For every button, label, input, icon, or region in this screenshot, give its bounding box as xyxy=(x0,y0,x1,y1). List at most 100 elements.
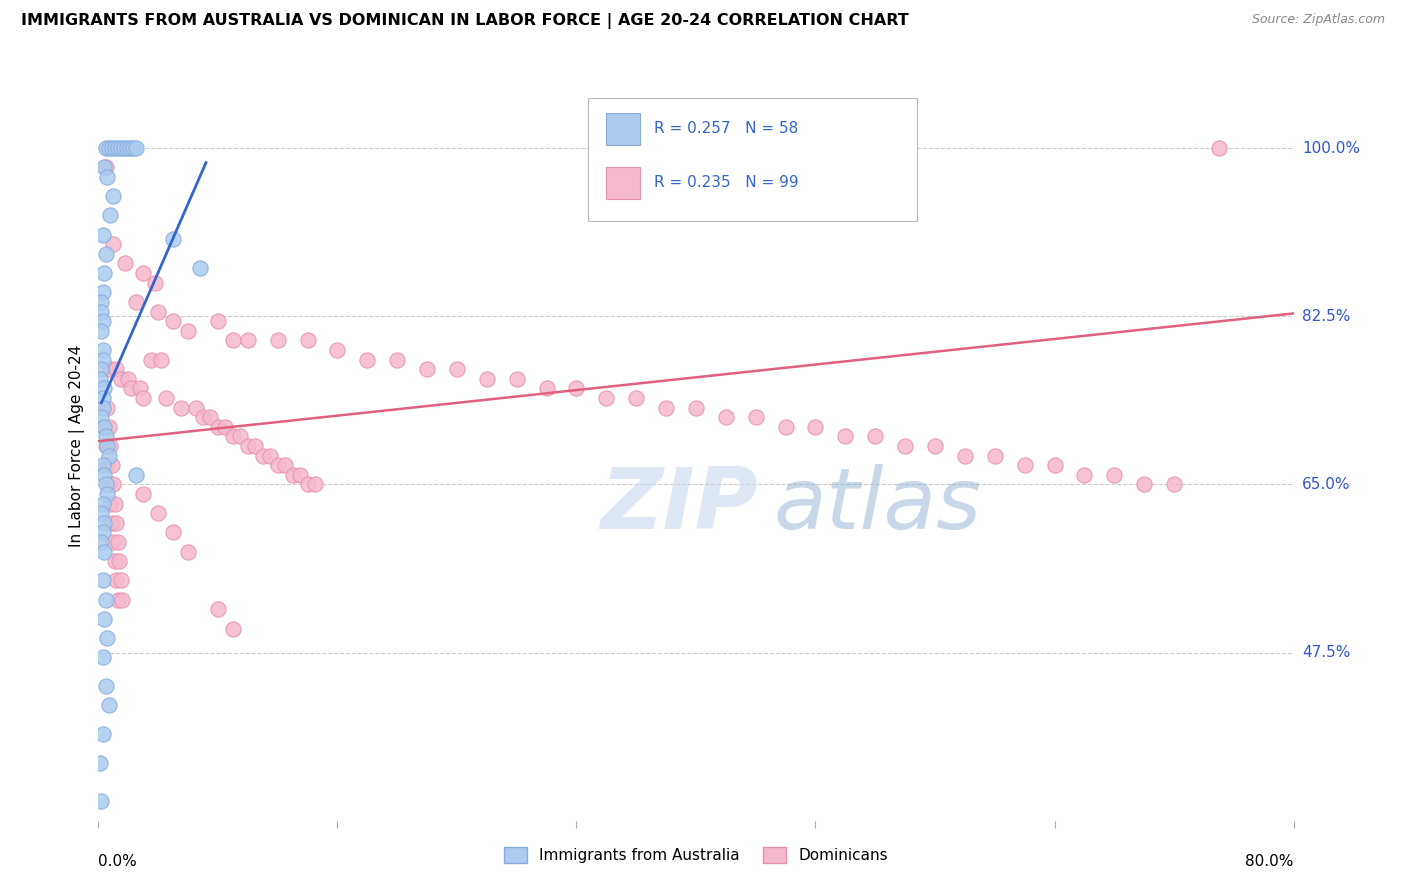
Point xyxy=(685,401,707,415)
Point xyxy=(229,429,252,443)
Point xyxy=(155,391,177,405)
Point xyxy=(103,189,125,203)
Point xyxy=(97,419,120,434)
Point xyxy=(94,592,117,607)
Point xyxy=(267,458,290,473)
Point xyxy=(148,506,170,520)
Point xyxy=(94,247,117,261)
Point xyxy=(90,294,112,309)
Point xyxy=(89,756,111,770)
Point xyxy=(236,439,259,453)
Point xyxy=(304,477,326,491)
Point xyxy=(236,334,259,348)
Point xyxy=(150,352,173,367)
Text: R = 0.235   N = 99: R = 0.235 N = 99 xyxy=(654,175,799,190)
Point xyxy=(125,467,148,482)
Point xyxy=(101,458,124,473)
Point xyxy=(953,449,976,463)
Point xyxy=(91,401,114,415)
Point xyxy=(188,261,211,276)
Point xyxy=(595,391,617,405)
Point xyxy=(288,467,311,482)
Point xyxy=(112,141,135,155)
Point xyxy=(93,419,115,434)
Point xyxy=(655,401,678,415)
Point xyxy=(96,487,118,501)
Point xyxy=(94,141,117,155)
Point xyxy=(90,506,112,520)
Point xyxy=(91,343,114,357)
Point xyxy=(91,227,114,242)
Point xyxy=(94,439,117,453)
Y-axis label: In Labor Force | Age 20-24: In Labor Force | Age 20-24 xyxy=(69,345,84,547)
Point xyxy=(90,794,112,808)
Point xyxy=(125,141,148,155)
Text: 65.0%: 65.0% xyxy=(1302,477,1350,491)
Point xyxy=(110,372,132,386)
Point xyxy=(1014,458,1036,473)
Point xyxy=(93,544,115,558)
Text: 82.5%: 82.5% xyxy=(1302,309,1350,324)
Point xyxy=(132,266,155,280)
Point xyxy=(91,458,114,473)
Point xyxy=(446,362,468,376)
Point xyxy=(96,401,118,415)
Point xyxy=(714,410,737,425)
Point xyxy=(103,237,125,252)
Point xyxy=(98,209,122,223)
Point xyxy=(108,554,131,568)
Point xyxy=(207,314,229,328)
Point xyxy=(281,467,304,482)
Point xyxy=(90,304,112,318)
Point xyxy=(177,324,200,338)
Point xyxy=(94,429,117,443)
Point xyxy=(96,169,118,184)
Text: ZIP: ZIP xyxy=(600,465,758,548)
Point xyxy=(118,141,141,155)
Point xyxy=(93,612,115,626)
Point xyxy=(91,391,114,405)
Point xyxy=(91,497,114,511)
Point xyxy=(91,352,114,367)
Point xyxy=(98,497,122,511)
Point xyxy=(252,449,274,463)
Text: atlas: atlas xyxy=(773,465,981,548)
Point xyxy=(132,487,155,501)
Point xyxy=(416,362,439,376)
Point xyxy=(775,419,797,434)
Point xyxy=(129,381,152,395)
Point xyxy=(536,381,558,395)
FancyBboxPatch shape xyxy=(606,113,640,145)
Point xyxy=(105,574,128,588)
Point xyxy=(93,516,115,530)
Point xyxy=(297,477,319,491)
Point xyxy=(125,294,148,309)
Point xyxy=(93,419,115,434)
Point xyxy=(1208,141,1230,155)
Point xyxy=(104,141,127,155)
Point xyxy=(94,679,117,693)
Point xyxy=(105,362,128,376)
Point xyxy=(91,574,114,588)
Point xyxy=(111,592,134,607)
Text: 47.5%: 47.5% xyxy=(1302,645,1350,660)
Point xyxy=(91,401,114,415)
Point xyxy=(143,276,166,290)
Point xyxy=(267,334,290,348)
Point xyxy=(98,362,122,376)
Text: 100.0%: 100.0% xyxy=(1302,141,1360,156)
Point xyxy=(93,381,115,395)
Point xyxy=(104,554,127,568)
Point xyxy=(169,401,191,415)
Point xyxy=(110,141,132,155)
Point xyxy=(274,458,297,473)
Point xyxy=(207,602,229,616)
Point xyxy=(89,372,111,386)
Point xyxy=(1043,458,1066,473)
Point xyxy=(93,266,115,280)
Point xyxy=(207,419,229,434)
Point xyxy=(97,477,120,491)
Point xyxy=(259,449,281,463)
Point xyxy=(1104,467,1126,482)
Point xyxy=(103,535,125,549)
